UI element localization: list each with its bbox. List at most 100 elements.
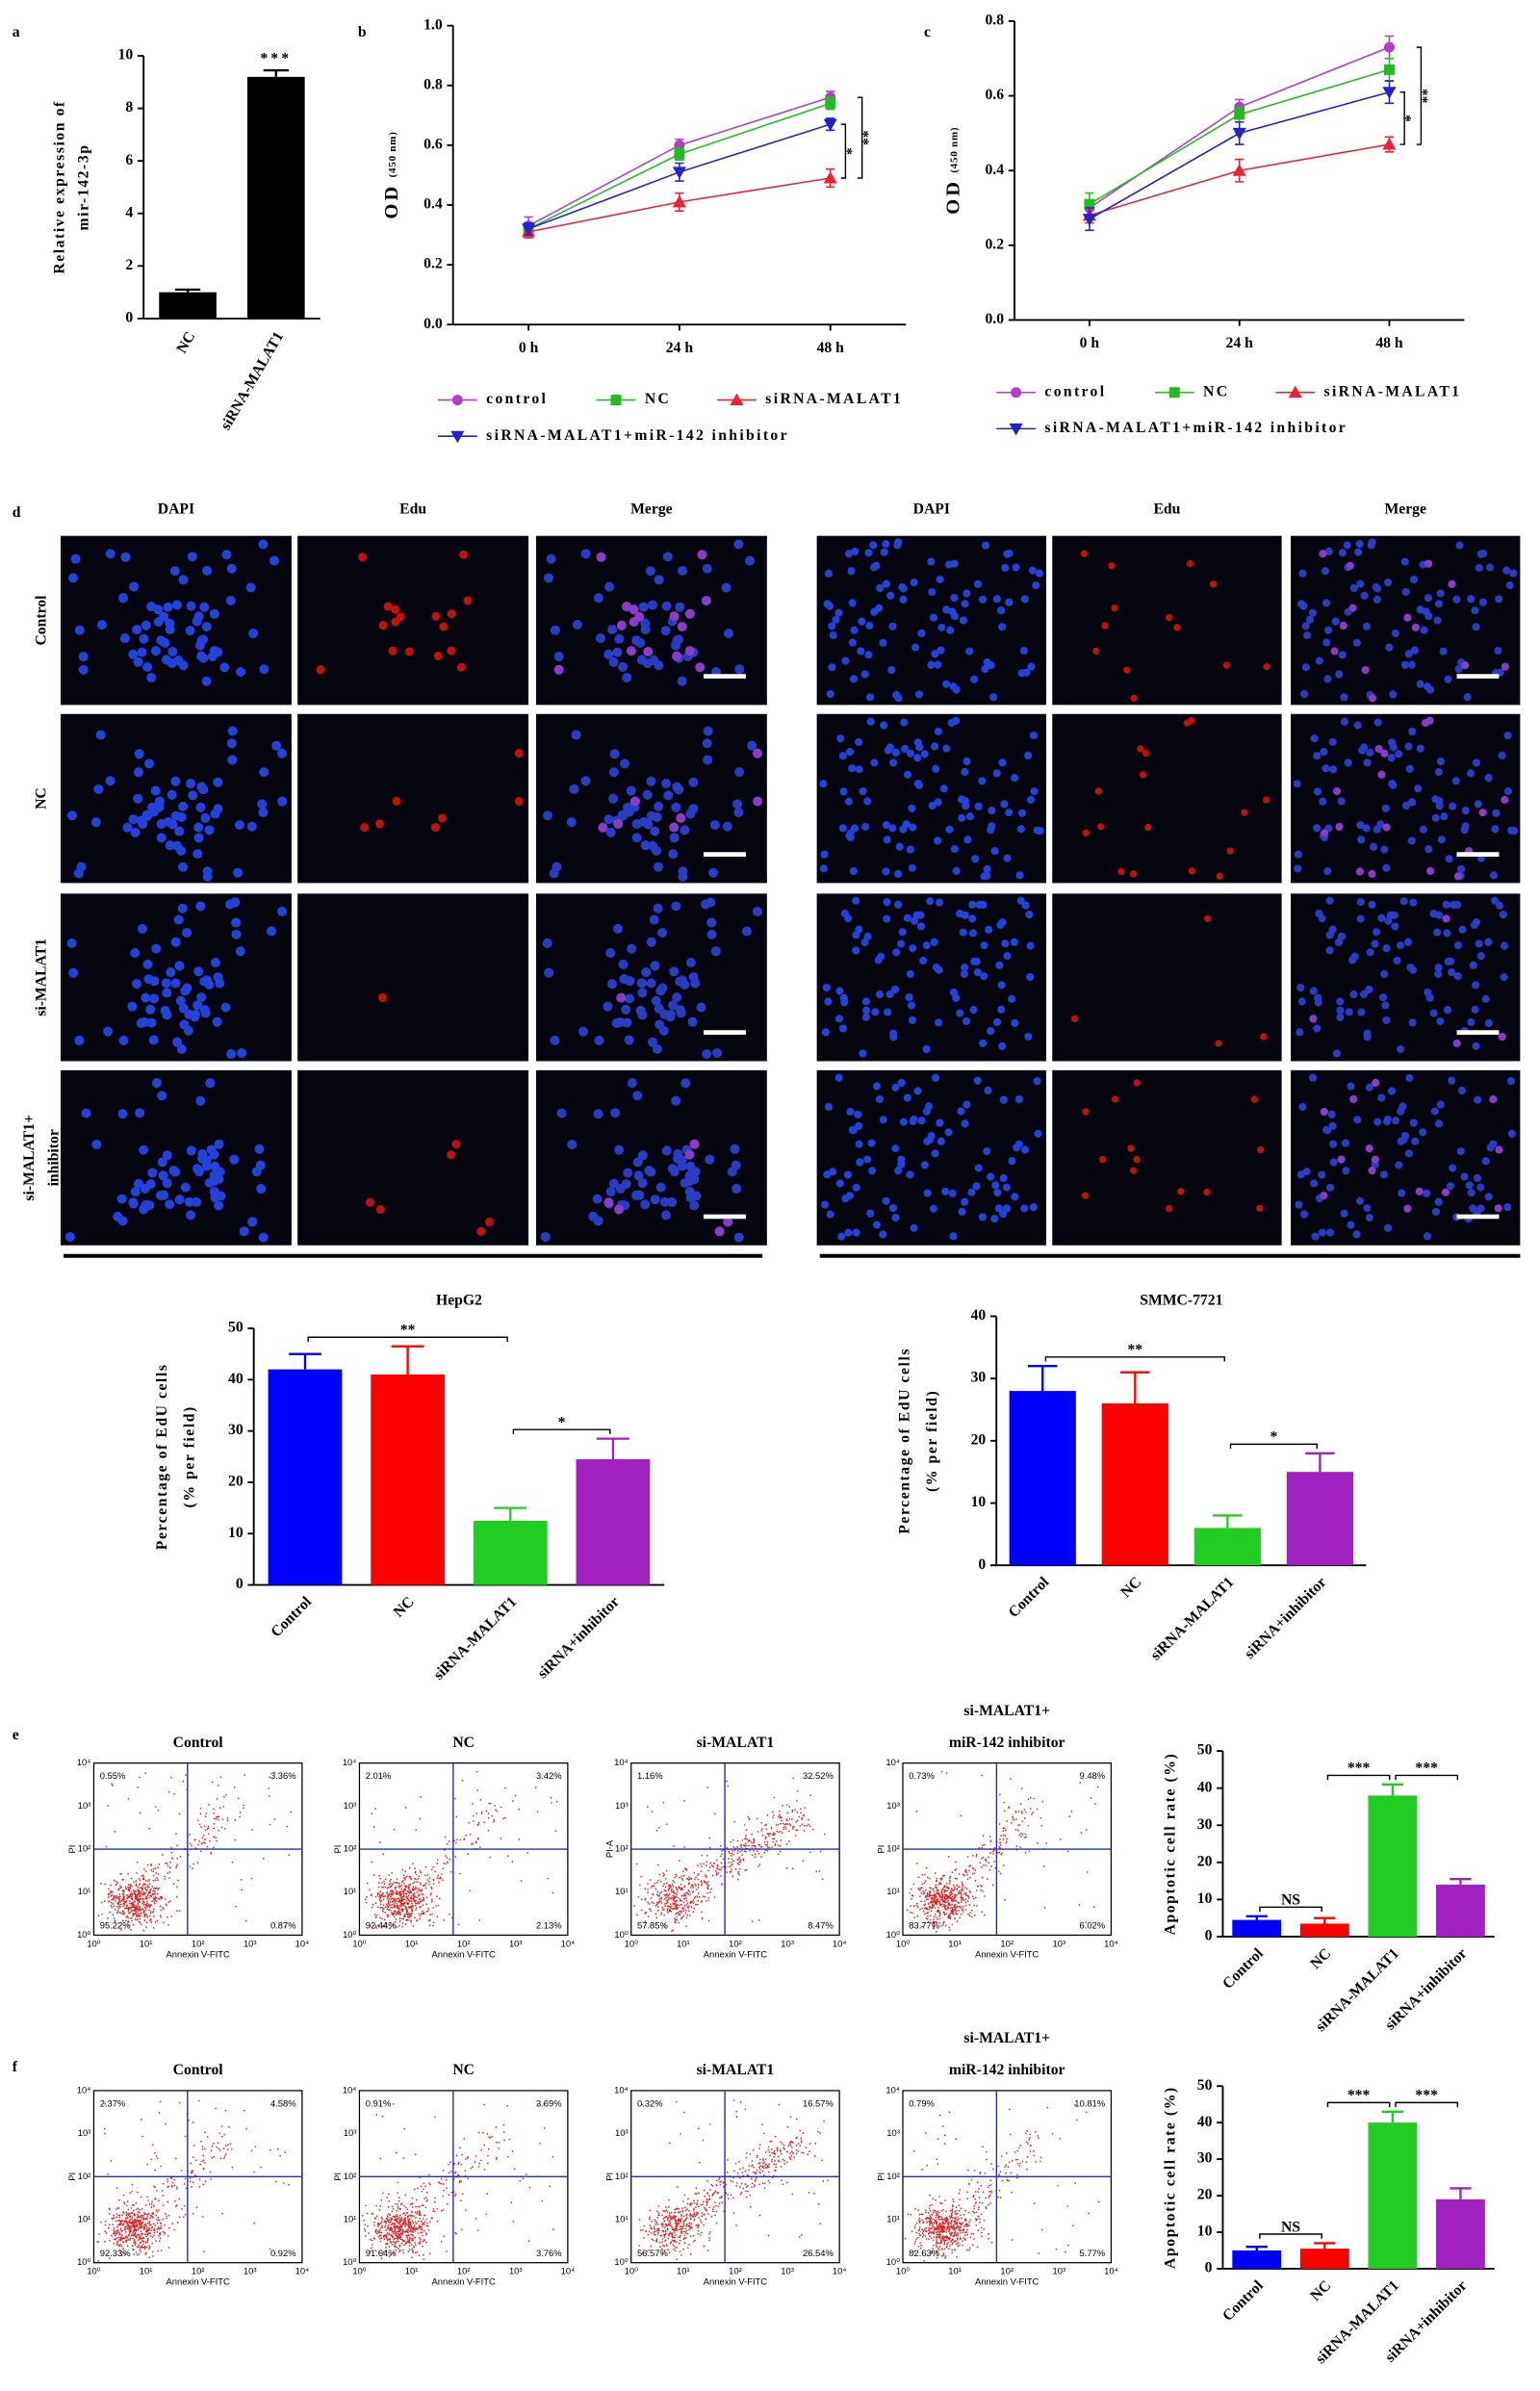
significance-bracket	[1044, 1356, 1225, 1362]
plot-title: si-MALAT1+	[963, 1703, 1050, 1719]
x-tick-label: 10¹	[405, 1938, 419, 1948]
microscopy-image	[297, 535, 529, 706]
error-bar	[1450, 1878, 1472, 1885]
chart-title: SMMC-7721	[1140, 1292, 1222, 1308]
x-tick-label: 10³	[781, 1938, 794, 1948]
plot-title: si-MALAT1	[697, 2062, 775, 2078]
y-tick-label: 0	[978, 1556, 986, 1573]
microscopy-image	[1052, 893, 1282, 1062]
y-axis-label: PI	[876, 2172, 886, 2181]
significance-label: **	[1420, 89, 1436, 104]
marker	[1383, 41, 1395, 53]
significance-bracket	[840, 123, 847, 179]
y-tick-label: 10⁴	[77, 2084, 90, 2095]
error-bar	[391, 1345, 424, 1375]
edu-stain	[1080, 550, 1270, 702]
bar	[1368, 2122, 1418, 2269]
panel-label: c	[924, 24, 931, 40]
bar	[1368, 1795, 1418, 1937]
x-tick-label: 0 h	[1080, 335, 1100, 351]
bar	[1101, 1403, 1168, 1566]
error-bar	[494, 1506, 527, 1521]
quadrant-percent: 0.73%	[909, 1770, 935, 1781]
column-header: Edu	[399, 501, 426, 518]
y-tick-label: 10	[1197, 1890, 1213, 1907]
column-header: Merge	[1384, 501, 1426, 518]
y-tick-label: 20	[1197, 2187, 1213, 2203]
x-tick-label: 10⁴	[295, 1938, 309, 1948]
x-tick-label: 10¹	[405, 2266, 419, 2276]
chart-title: HepG2	[436, 1292, 482, 1308]
microscopy-image	[297, 1069, 529, 1246]
legend-label: control	[1044, 383, 1106, 399]
y-tick-label: 10⁴	[614, 2084, 628, 2095]
quadrant-percent: 4.58%	[270, 2098, 296, 2109]
quadrant-percent: 3.76%	[536, 2248, 562, 2258]
significance-label: ***	[1415, 1761, 1438, 1777]
y-tick-label: 50	[1197, 2077, 1213, 2094]
x-tick-label: 10⁰	[896, 1938, 910, 1948]
marker	[1232, 127, 1246, 141]
y-axis-label: Apoptotic cell rate (%)	[1163, 2086, 1179, 2269]
column-header: DAPI	[913, 501, 950, 518]
legend-label: siRNA-MALAT1+miR-142 inhibitor	[486, 427, 789, 444]
y-tick-label: 10³	[886, 2127, 900, 2138]
y-tick-label: 10³	[615, 2127, 629, 2138]
panel-label: d	[13, 504, 21, 521]
quadrant-percent: 83.77%	[909, 1919, 939, 1930]
error-bar	[1314, 1916, 1336, 1924]
y-tick-label: 10³	[78, 1800, 91, 1811]
bar	[1436, 2198, 1485, 2269]
marker	[1234, 109, 1245, 120]
y-tick-label: 10¹	[886, 1886, 900, 1896]
significance-label: *	[558, 1415, 566, 1431]
x-tick-label: 10⁰	[352, 2266, 366, 2276]
quadrant-percent: 56.57%	[637, 2248, 668, 2258]
bar	[1194, 1528, 1261, 1566]
error-bar	[289, 1352, 321, 1370]
microscopy-image	[60, 713, 292, 884]
marker	[1232, 164, 1246, 176]
x-axis-label: Annexin V-FITC	[167, 2276, 230, 2287]
y-axis-label: Percentage of EdU cells	[154, 1363, 170, 1550]
y-tick-label: 10⁰	[886, 2256, 900, 2267]
y-tick-label: 10⁴	[614, 1757, 628, 1767]
bar	[246, 76, 305, 319]
y-tick-label: 0	[236, 1576, 244, 1592]
marker	[672, 194, 686, 208]
legend-label: control	[486, 391, 548, 407]
column-header: Merge	[630, 501, 673, 518]
x-tick-label: 10¹	[677, 2266, 690, 2276]
x-tick-label: 10³	[244, 2266, 257, 2276]
x-tick-label: 48 h	[817, 340, 845, 356]
error-bar	[1120, 1371, 1150, 1404]
legend-label: siRNA-MALAT1	[765, 391, 903, 407]
bar	[473, 1520, 548, 1585]
marker	[451, 395, 463, 406]
error-bar	[597, 1437, 629, 1459]
y-tick-label: 10⁴	[343, 1757, 356, 1767]
x-tick-label: 24 h	[666, 340, 694, 356]
error-bar	[1213, 1514, 1243, 1529]
significance-bracket	[1259, 1906, 1322, 1913]
bar	[1009, 1391, 1076, 1566]
y-tick-label: 10⁰	[343, 1929, 356, 1940]
y-tick-label: 40	[1197, 2114, 1213, 2130]
x-axis-label: Annexin V-FITC	[432, 1948, 496, 1959]
quadrant-percent: 91.64%	[366, 2248, 397, 2258]
y-tick-label: 10¹	[78, 1886, 91, 1896]
y-tick-label: 10¹	[615, 2213, 629, 2224]
plot-title: Control	[173, 2062, 224, 2078]
significance-bracket	[1416, 46, 1423, 145]
nucleus-stain	[64, 1078, 269, 1243]
quadrant-percent: 2.13%	[536, 1919, 562, 1930]
y-tick-label: 30	[1197, 2150, 1213, 2167]
y-tick-label: 0.0	[424, 316, 443, 332]
y-tick-label: 0	[1205, 1928, 1213, 1944]
y-tick-label: 10²	[886, 2171, 900, 2181]
y-tick-label: 10¹	[886, 2213, 900, 2224]
quadrant-percent: 10.81%	[1074, 2098, 1105, 2109]
marker	[450, 430, 465, 444]
y-axis-label: Relative expression of	[52, 100, 68, 273]
